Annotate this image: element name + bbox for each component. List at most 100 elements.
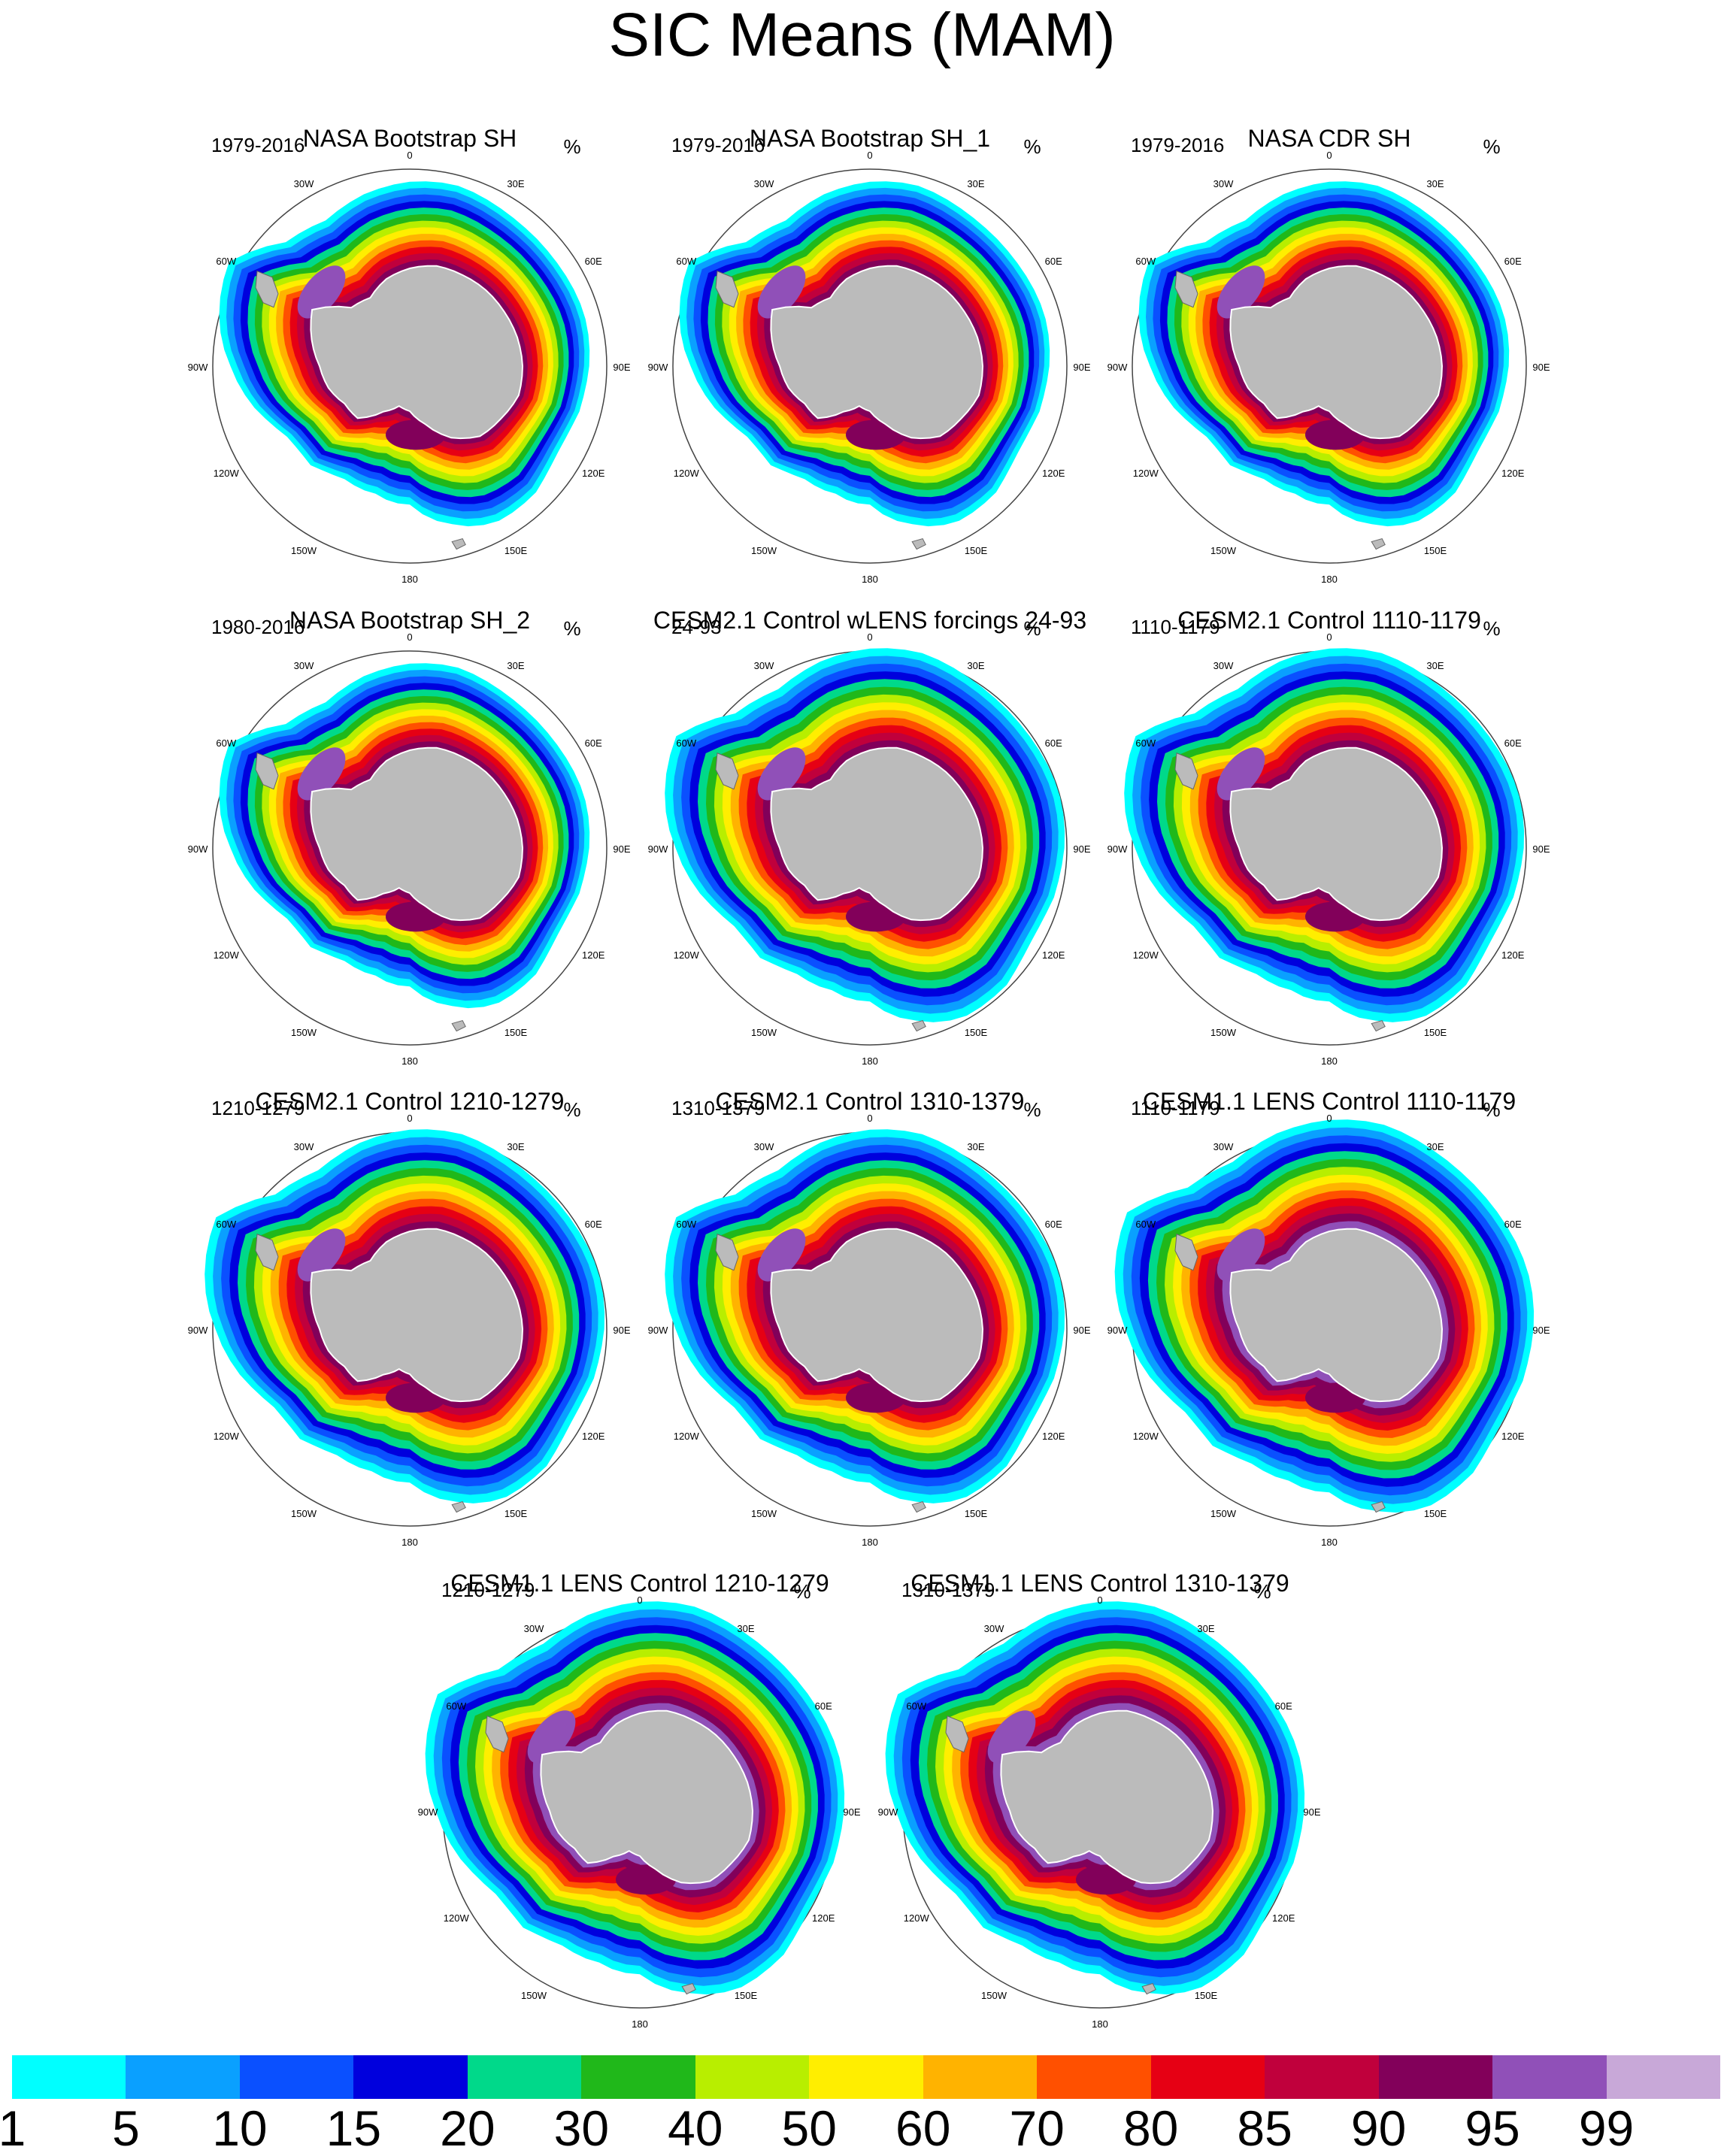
new-zealand-land: [451, 1500, 466, 1513]
lon-label: 90E: [1303, 1806, 1320, 1818]
lon-label: 120E: [1501, 468, 1525, 479]
sic-pocket: [1216, 265, 1265, 319]
lon-label: 60E: [585, 256, 602, 267]
lon-label: 180: [862, 1537, 878, 1548]
panel-period: 1310-1379: [671, 1097, 765, 1119]
colorbar-swatch: [353, 2055, 468, 2099]
lon-label: 60E: [585, 737, 602, 749]
panel-units: %: [563, 135, 580, 158]
lon-label: 120W: [1133, 1431, 1159, 1442]
lon-label: 30W: [1213, 1141, 1234, 1152]
lon-label: 180: [862, 574, 878, 585]
sic-pocket: [297, 1228, 346, 1282]
lon-label: 150E: [965, 545, 988, 556]
panel-title: NASA Bootstrap SH_1: [750, 125, 990, 152]
panel-units: %: [1023, 135, 1041, 158]
panel-period: 1210-1279: [211, 1097, 305, 1119]
colorbar-swatch: [923, 2055, 1038, 2099]
panel-title: CESM1.1 LENS Control 1310-1379: [910, 1570, 1289, 1597]
lon-label: 120W: [214, 468, 240, 479]
colorbar-label: 60: [895, 2100, 951, 2156]
lon-label: 90E: [843, 1806, 860, 1818]
lon-label: 150E: [1424, 1508, 1447, 1519]
colorbar-label: 90: [1350, 2100, 1407, 2156]
antarctica-land: [1229, 1228, 1444, 1403]
lon-label: 60W: [1135, 256, 1156, 267]
south-america-land: [715, 1234, 739, 1271]
south-america-land: [255, 1234, 279, 1271]
panel-units: %: [1023, 1098, 1041, 1121]
lon-label: 0: [1097, 1594, 1102, 1606]
colorbar-label: 99: [1578, 2100, 1635, 2156]
lon-label: 0: [867, 1113, 872, 1124]
lon-label: 120E: [1501, 949, 1525, 961]
panel-units: %: [1483, 135, 1500, 158]
colorbar-swatch: [1150, 2055, 1265, 2099]
colorbar-label: 95: [1465, 2100, 1520, 2156]
lon-label: 0: [867, 631, 872, 643]
lon-label: 90W: [188, 843, 208, 855]
lon-label: 60E: [585, 1219, 602, 1230]
lon-label: 150W: [291, 1027, 317, 1038]
lon-label: 90W: [648, 362, 668, 373]
lon-label: 60W: [906, 1700, 926, 1712]
sic-pocket: [1216, 747, 1265, 801]
lon-label: 120E: [1501, 1431, 1525, 1442]
lon-label: 150E: [1424, 545, 1447, 556]
colorbar-swatch: [1037, 2055, 1151, 2099]
colorbar-swatch: [1606, 2055, 1721, 2099]
antarctica-land: [1229, 746, 1444, 922]
lon-label: 90W: [1107, 843, 1128, 855]
colorbar-swatch: [1492, 2055, 1607, 2099]
lon-label: 30W: [1213, 178, 1234, 189]
lon-label: 150W: [1210, 545, 1237, 556]
lon-label: 60W: [216, 1219, 236, 1230]
lon-label: 120E: [1042, 1431, 1065, 1442]
sic-pocket: [987, 1710, 1036, 1764]
lon-label: 150W: [291, 1508, 317, 1519]
panel-title: CESM2.1 Control 1210-1279: [256, 1088, 565, 1115]
lon-label: 90W: [648, 843, 668, 855]
lon-label: 0: [1326, 631, 1332, 643]
lon-label: 120W: [674, 1431, 700, 1442]
south-america-land: [1174, 271, 1198, 308]
colorbar-swatch: [695, 2055, 810, 2099]
panel-period: 1980-2016: [211, 616, 305, 638]
panel-title: NASA Bootstrap SH: [303, 125, 517, 152]
lon-label: 120E: [1042, 468, 1065, 479]
colorbar-label: 40: [668, 2100, 723, 2156]
lon-label: 90W: [878, 1806, 898, 1818]
panel-title: NASA Bootstrap SH_2: [289, 607, 530, 634]
lon-label: 120E: [582, 1431, 605, 1442]
lon-label: 90W: [1107, 362, 1128, 373]
colorbar-label: 85: [1237, 2100, 1292, 2156]
lon-label: 90E: [613, 362, 630, 373]
lon-label: 180: [1321, 1055, 1338, 1067]
panel-units: %: [563, 1098, 580, 1121]
new-zealand-land: [911, 537, 926, 550]
sic-pocket: [1216, 1228, 1265, 1282]
panel-period: 1110-1179: [1131, 1097, 1220, 1119]
panel-period: 1979-2016: [671, 134, 765, 156]
lon-label: 90W: [418, 1806, 438, 1818]
lon-label: 60W: [676, 737, 696, 749]
panel-units: %: [1483, 617, 1500, 640]
colorbar: [12, 2055, 1721, 2099]
new-zealand-land: [1371, 537, 1386, 550]
lon-label: 90E: [1073, 843, 1090, 855]
lon-label: 60W: [446, 1700, 466, 1712]
lon-label: 0: [1326, 1113, 1332, 1124]
lon-label: 90W: [648, 1325, 668, 1336]
panel-units: %: [1253, 1580, 1271, 1603]
map-panel: NASA CDR SH 1979-2016 % 0 30E 60E 90E 120E 150E 1…: [1107, 125, 1550, 585]
lon-label: 30E: [737, 1623, 754, 1634]
lon-label: 60E: [1504, 1219, 1522, 1230]
lon-label: 90W: [1107, 1325, 1128, 1336]
lon-label: 180: [862, 1055, 878, 1067]
panel-period: 24-93: [671, 616, 722, 638]
lon-label: 120W: [214, 1431, 240, 1442]
lon-label: 150E: [735, 1990, 758, 2001]
